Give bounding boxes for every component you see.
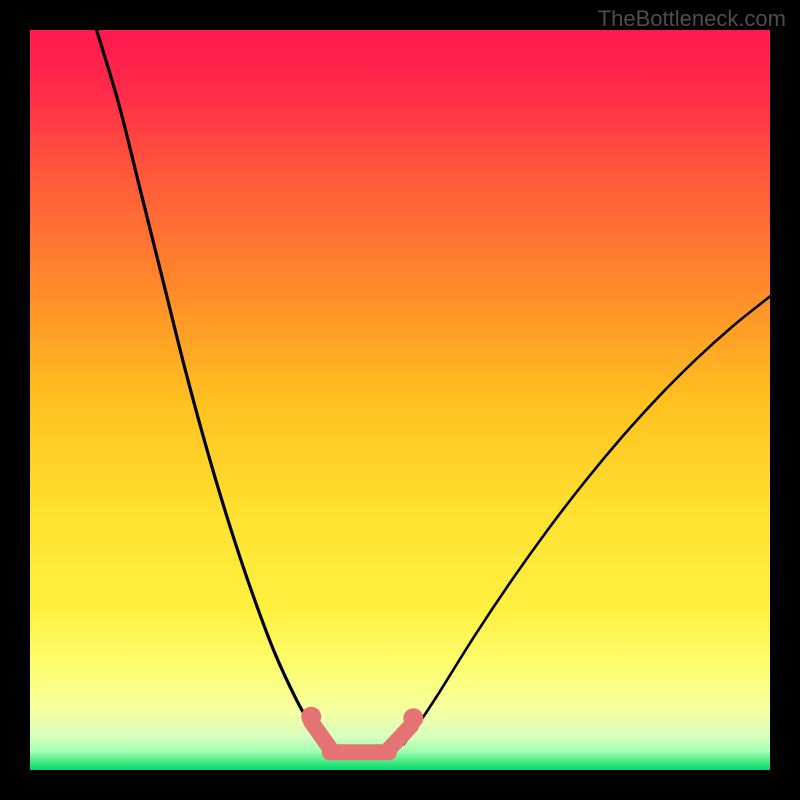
chart-plot-area [30,30,770,770]
chart-svg [30,30,770,770]
chart-outer-frame: TheBottleneck.com [0,0,800,800]
chart-background-gradient [30,30,770,770]
watermark-text: TheBottleneck.com [598,6,786,32]
